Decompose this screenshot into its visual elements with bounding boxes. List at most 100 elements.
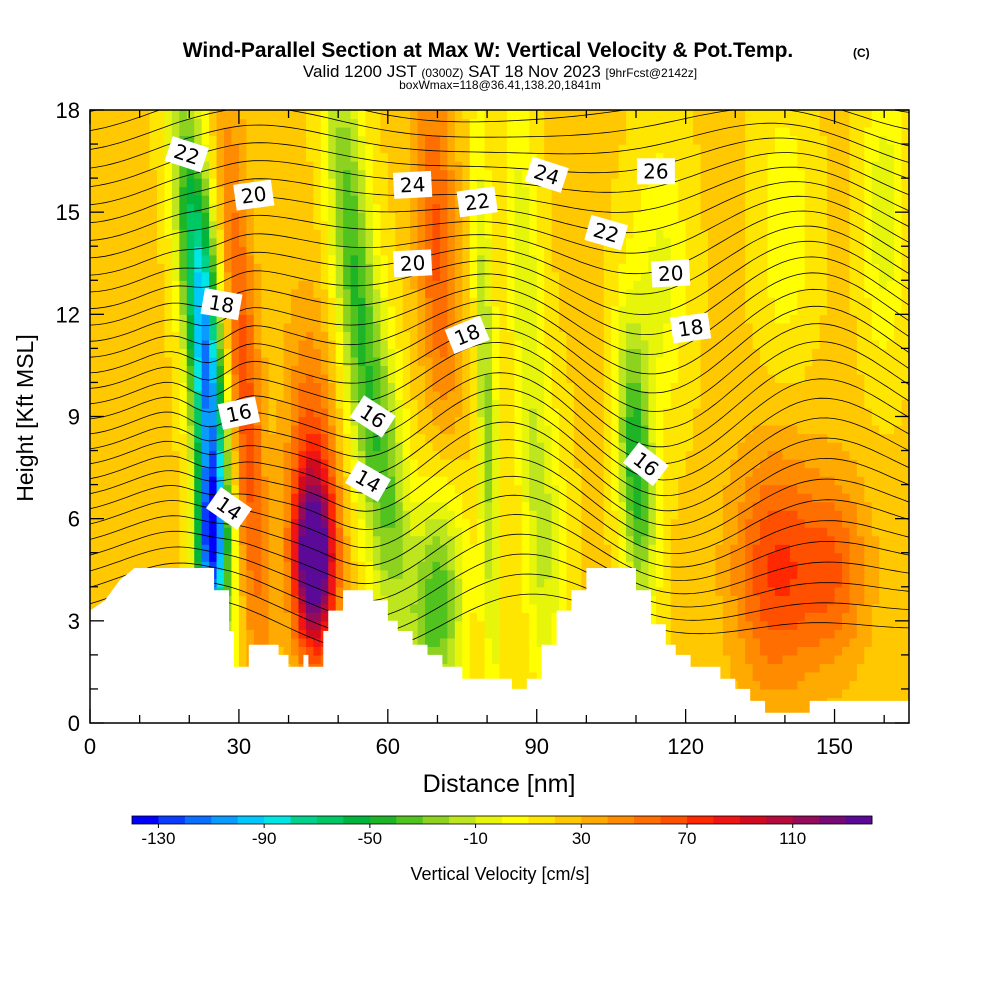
velocity-cell bbox=[514, 339, 523, 349]
velocity-cell bbox=[425, 297, 434, 307]
velocity-cell bbox=[171, 561, 180, 571]
velocity-cell bbox=[536, 280, 545, 290]
velocity-cell bbox=[469, 476, 478, 486]
velocity-cell bbox=[134, 510, 143, 520]
velocity-cell bbox=[402, 561, 411, 571]
velocity-cell bbox=[581, 263, 590, 273]
velocity-cell bbox=[581, 195, 590, 205]
velocity-cell bbox=[335, 169, 344, 179]
velocity-cell bbox=[581, 382, 590, 392]
velocity-cell bbox=[238, 322, 247, 332]
velocity-cell bbox=[372, 459, 381, 469]
velocity-cell bbox=[253, 467, 262, 477]
velocity-cell bbox=[127, 229, 136, 239]
velocity-cell bbox=[142, 535, 151, 545]
velocity-cell bbox=[380, 433, 389, 443]
velocity-cell bbox=[164, 161, 173, 171]
velocity-cell bbox=[194, 373, 203, 384]
velocity-cell bbox=[343, 373, 352, 384]
velocity-cell bbox=[596, 407, 605, 418]
velocity-cell bbox=[573, 220, 582, 230]
velocity-cell bbox=[246, 314, 255, 324]
velocity-cell bbox=[268, 322, 277, 332]
velocity-cell bbox=[90, 314, 99, 324]
velocity-cell bbox=[358, 390, 367, 401]
velocity-cell bbox=[224, 220, 233, 230]
velocity-cell bbox=[551, 407, 560, 418]
velocity-cell bbox=[276, 407, 285, 418]
velocity-cell bbox=[536, 467, 545, 477]
velocity-cell bbox=[432, 220, 441, 230]
velocity-cell bbox=[186, 135, 195, 145]
velocity-cell bbox=[127, 484, 136, 494]
velocity-cell bbox=[305, 135, 314, 145]
velocity-cell bbox=[283, 578, 292, 588]
velocity-cell bbox=[395, 612, 404, 622]
velocity-cell bbox=[365, 569, 374, 579]
velocity-cell bbox=[395, 212, 404, 222]
velocity-cell bbox=[335, 322, 344, 332]
velocity-cell bbox=[298, 586, 307, 596]
velocity-cell bbox=[506, 382, 515, 392]
velocity-cell bbox=[320, 382, 329, 392]
velocity-cell bbox=[350, 237, 359, 247]
velocity-cell bbox=[253, 493, 262, 503]
velocity-cell bbox=[238, 314, 247, 324]
velocity-cell bbox=[447, 297, 456, 307]
velocity-cell bbox=[432, 135, 441, 145]
velocity-cell bbox=[417, 390, 426, 401]
velocity-cell bbox=[97, 186, 106, 196]
velocity-cell bbox=[201, 467, 210, 477]
velocity-cell bbox=[395, 237, 404, 247]
velocity-cell bbox=[305, 399, 314, 409]
velocity-cell bbox=[343, 229, 352, 239]
velocity-cell bbox=[283, 212, 292, 222]
velocity-cell bbox=[90, 288, 99, 298]
velocity-cell bbox=[402, 467, 411, 477]
velocity-cell bbox=[514, 288, 523, 298]
velocity-cell bbox=[484, 527, 493, 537]
velocity-cell bbox=[134, 178, 143, 188]
velocity-cell bbox=[358, 195, 367, 205]
velocity-cell bbox=[544, 620, 553, 630]
velocity-cell bbox=[536, 382, 545, 392]
velocity-cell bbox=[268, 433, 277, 443]
velocity-cell bbox=[514, 127, 523, 137]
velocity-cell bbox=[551, 110, 560, 120]
velocity-cell bbox=[410, 425, 419, 435]
velocity-cell bbox=[506, 663, 515, 673]
velocity-cell bbox=[238, 552, 247, 562]
velocity-cell bbox=[149, 442, 158, 452]
velocity-cell bbox=[238, 450, 247, 460]
velocity-cell bbox=[514, 178, 523, 188]
velocity-cell bbox=[596, 110, 605, 120]
velocity-cell bbox=[171, 237, 180, 247]
velocity-cell bbox=[566, 425, 575, 435]
velocity-cell bbox=[454, 356, 463, 367]
velocity-cell bbox=[469, 671, 478, 682]
velocity-cell bbox=[417, 314, 426, 324]
velocity-cell bbox=[134, 356, 143, 367]
velocity-cell bbox=[514, 212, 523, 222]
velocity-cell bbox=[358, 314, 367, 324]
velocity-cell bbox=[484, 254, 493, 264]
velocity-cell bbox=[305, 442, 314, 452]
velocity-cell bbox=[231, 433, 240, 443]
velocity-cell bbox=[149, 237, 158, 247]
velocity-cell bbox=[372, 356, 381, 367]
velocity-cell bbox=[335, 254, 344, 264]
velocity-cell bbox=[104, 322, 113, 332]
velocity-cell bbox=[127, 339, 136, 349]
velocity-cell bbox=[194, 297, 203, 307]
velocity-cell bbox=[216, 390, 225, 401]
velocity-cell bbox=[566, 220, 575, 230]
velocity-cell bbox=[104, 501, 113, 511]
velocity-cell bbox=[253, 476, 262, 486]
velocity-cell bbox=[224, 195, 233, 205]
velocity-cell bbox=[529, 476, 538, 486]
velocity-cell bbox=[365, 510, 374, 520]
velocity-cell bbox=[305, 365, 314, 375]
velocity-cell bbox=[238, 569, 247, 579]
velocity-cell bbox=[387, 169, 396, 179]
velocity-cell bbox=[127, 373, 136, 384]
